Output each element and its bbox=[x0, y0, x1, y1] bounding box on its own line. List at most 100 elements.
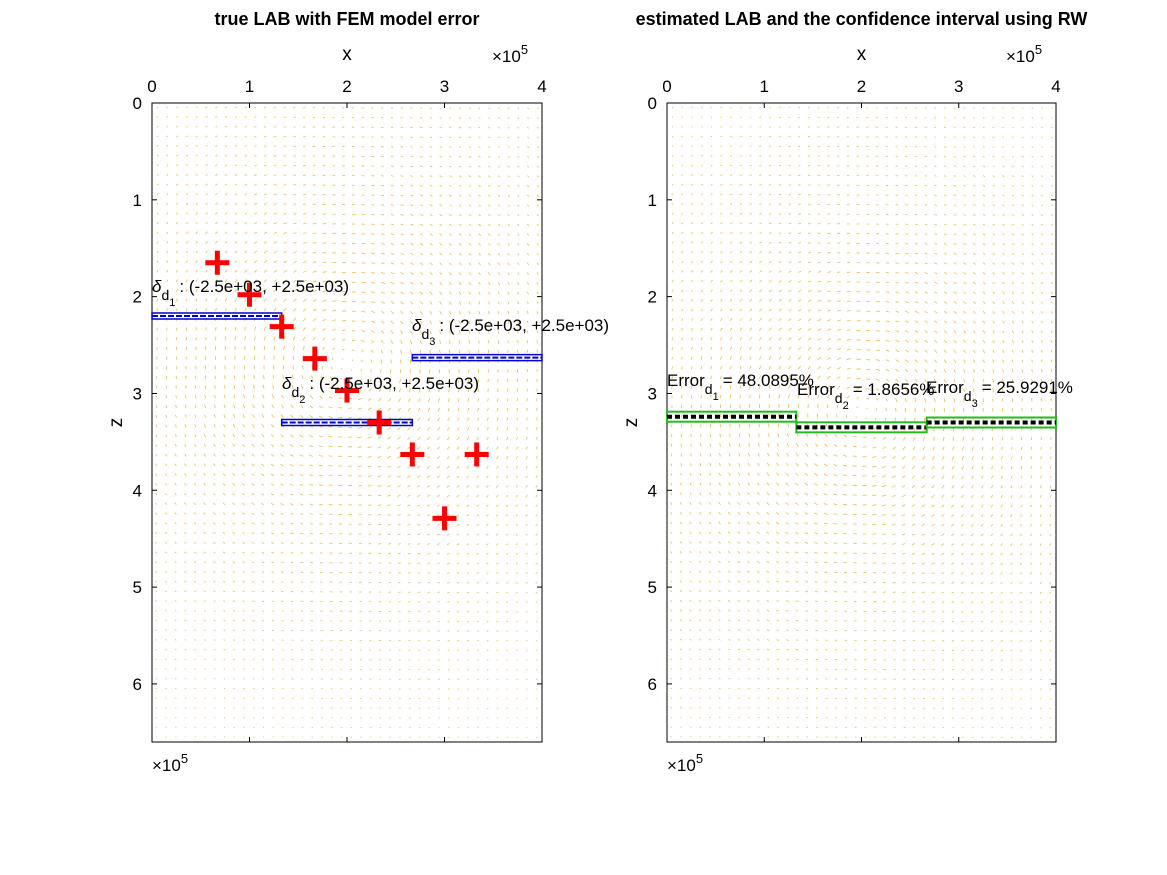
vector-arrow bbox=[515, 533, 518, 536]
vector-arrow bbox=[262, 629, 265, 632]
vector-arrow bbox=[729, 298, 733, 302]
vector-arrow bbox=[516, 630, 518, 632]
vector-arrow bbox=[710, 260, 713, 264]
vector-arrow bbox=[497, 126, 500, 129]
vector-arrow bbox=[457, 601, 460, 603]
vector-arrow bbox=[963, 107, 966, 109]
vector-arrow bbox=[213, 502, 216, 506]
vector-arrow bbox=[185, 164, 189, 167]
vector-arrow bbox=[280, 503, 284, 506]
vector-arrow bbox=[699, 511, 702, 515]
vector-arrow bbox=[496, 572, 499, 575]
vector-arrow bbox=[681, 289, 684, 293]
vector-arrow bbox=[507, 214, 510, 217]
vector-arrow bbox=[759, 346, 762, 351]
vector-arrow bbox=[670, 716, 673, 719]
vector-arrow bbox=[515, 523, 518, 527]
vector-arrow bbox=[885, 378, 890, 382]
vector-arrow bbox=[768, 308, 772, 312]
vector-arrow bbox=[400, 301, 404, 305]
vector-arrow bbox=[872, 485, 877, 487]
vector-arrow bbox=[934, 165, 937, 167]
vector-arrow bbox=[1002, 291, 1005, 295]
vector-arrow bbox=[387, 485, 392, 487]
vector-arrow bbox=[798, 203, 801, 206]
vector-arrow bbox=[497, 223, 501, 227]
vector-arrow bbox=[507, 272, 510, 276]
vector-arrow bbox=[904, 378, 909, 383]
vector-arrow bbox=[222, 502, 226, 506]
vector-arrow bbox=[419, 310, 423, 315]
vector-arrow bbox=[710, 385, 712, 389]
vector-arrow bbox=[213, 483, 216, 486]
vector-arrow bbox=[270, 493, 275, 496]
vector-arrow bbox=[429, 117, 432, 119]
vector-arrow bbox=[436, 494, 440, 498]
vector-arrow bbox=[990, 620, 994, 623]
vector-arrow bbox=[924, 223, 928, 226]
vector-arrow bbox=[892, 581, 896, 584]
vector-arrow bbox=[788, 327, 792, 331]
vector-arrow bbox=[951, 504, 955, 508]
vector-arrow bbox=[710, 183, 713, 186]
vector-arrow bbox=[437, 436, 440, 441]
vector-arrow bbox=[488, 301, 491, 305]
vector-arrow bbox=[507, 184, 510, 188]
vector-arrow bbox=[477, 678, 479, 680]
vector-arrow bbox=[476, 610, 479, 613]
vector-arrow bbox=[973, 165, 976, 168]
vector-arrow bbox=[730, 145, 732, 147]
vector-arrow bbox=[747, 600, 750, 602]
vector-arrow bbox=[776, 648, 779, 651]
vector-arrow bbox=[689, 658, 692, 661]
vector-arrow bbox=[798, 270, 802, 273]
vector-arrow bbox=[720, 106, 723, 109]
vector-arrow bbox=[901, 504, 906, 507]
vector-arrow bbox=[527, 185, 530, 188]
vector-arrow bbox=[934, 378, 937, 383]
vector-arrow bbox=[525, 523, 528, 527]
vector-arrow bbox=[807, 261, 812, 264]
vector-arrow bbox=[970, 523, 974, 527]
vector-arrow bbox=[670, 551, 673, 554]
vector-arrow bbox=[535, 630, 538, 632]
vector-arrow bbox=[814, 512, 818, 515]
vector-arrow bbox=[941, 494, 945, 498]
vector-arrow bbox=[301, 375, 304, 380]
vector-arrow bbox=[427, 610, 431, 613]
vector-arrow bbox=[776, 462, 780, 467]
vector-arrow bbox=[449, 281, 452, 286]
vector-arrow bbox=[785, 590, 789, 593]
vector-arrow bbox=[496, 591, 499, 594]
vector-arrow bbox=[778, 155, 781, 157]
vector-arrow bbox=[710, 135, 713, 138]
vector-arrow bbox=[536, 185, 539, 188]
vector-arrow bbox=[535, 669, 538, 671]
vector-arrow bbox=[670, 629, 673, 631]
vector-arrow bbox=[223, 414, 226, 418]
vector-arrow bbox=[944, 223, 947, 226]
vector-arrow bbox=[892, 543, 896, 545]
vector-arrow bbox=[497, 272, 501, 276]
vector-arrow bbox=[961, 591, 964, 594]
vector-arrow bbox=[478, 136, 481, 139]
vector-arrow bbox=[506, 688, 509, 690]
vector-arrow bbox=[952, 446, 955, 451]
vector-arrow bbox=[252, 580, 255, 583]
vector-arrow bbox=[527, 223, 530, 227]
vector-arrow bbox=[699, 521, 702, 525]
vector-arrow bbox=[447, 591, 450, 594]
vector-arrow bbox=[730, 155, 733, 157]
vector-arrow bbox=[805, 590, 809, 593]
vector-arrow bbox=[963, 243, 967, 246]
vector-arrow bbox=[242, 414, 245, 418]
vector-arrow bbox=[478, 126, 481, 129]
vector-arrow bbox=[477, 688, 479, 690]
vector-arrow bbox=[302, 270, 307, 273]
vector-arrow bbox=[729, 279, 733, 283]
vector-arrow bbox=[991, 717, 993, 719]
vector-arrow bbox=[194, 629, 197, 632]
vector-arrow bbox=[195, 193, 198, 196]
vector-arrow bbox=[911, 485, 916, 489]
